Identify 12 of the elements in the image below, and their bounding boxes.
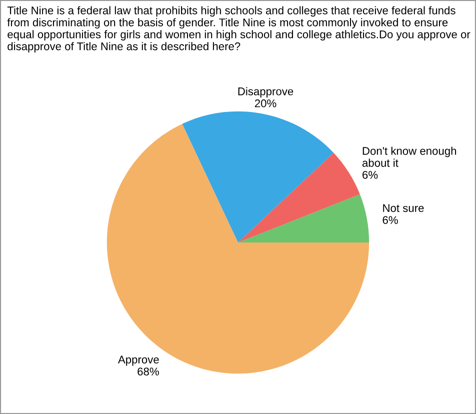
pie-slice bbox=[238, 194, 370, 243]
slice-label: Approve bbox=[118, 356, 159, 366]
data-label: 68% bbox=[138, 368, 159, 376]
data-label: 6% bbox=[382, 216, 398, 224]
data-label: 6% bbox=[362, 170, 378, 179]
chart-title: Title Nine is a federal law that prohibits high schools and colleges that receive federal funds from discriminating on the basis of gender. Title Nine is most commonly invoked to ensure equal opportunities for girls and women in high school and college athletics.Do you approve or disapprove of Title Nine as it is described here? bbox=[7, 6, 470, 52]
pie-slice bbox=[238, 152, 360, 243]
slice-label: Don't know enough about it bbox=[362, 146, 456, 167]
slice-label: Not sure bbox=[383, 204, 424, 212]
pie-slice bbox=[182, 111, 334, 243]
data-label: 20% bbox=[254, 99, 276, 108]
slice-label: Disapprove bbox=[238, 87, 294, 98]
